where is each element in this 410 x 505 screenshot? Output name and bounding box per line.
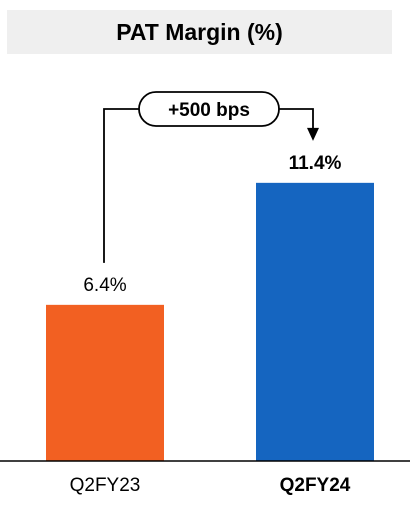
bar-q2fy24 — [256, 182, 374, 461]
annotation-pill — [138, 91, 280, 127]
chart-title-box: PAT Margin (%) — [7, 10, 392, 54]
value-label-q2fy23: 6.4% — [83, 275, 126, 296]
chart-title: PAT Margin (%) — [116, 18, 283, 45]
bars-layer: 6.4% Q2FY23 11.4% Q2FY24 — [46, 153, 374, 496]
category-label-q2fy23: Q2FY23 — [70, 475, 141, 496]
category-label-q2fy24: Q2FY24 — [280, 475, 351, 496]
change-annotation: +500 bps — [103, 91, 319, 263]
bar-q2fy23 — [46, 304, 164, 461]
annotation-arrowhead — [307, 127, 319, 141]
value-label-q2fy24: 11.4% — [289, 153, 342, 174]
annotation-label: +500 bps — [168, 100, 250, 121]
